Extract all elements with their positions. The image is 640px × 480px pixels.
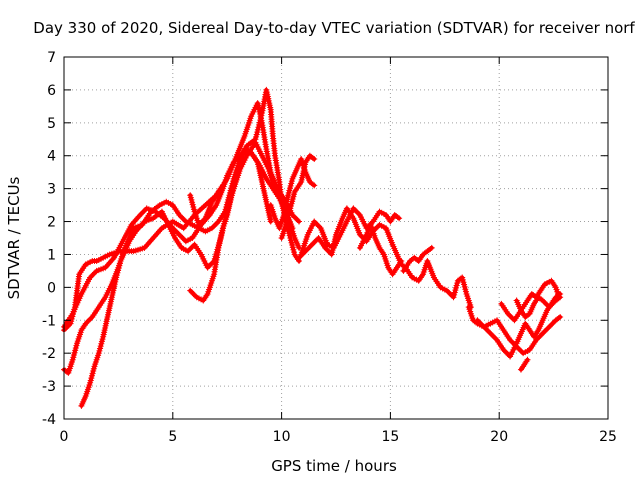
series-markers	[267, 156, 318, 232]
series-sat-g	[267, 156, 318, 232]
y-tick-label: -2	[42, 346, 56, 362]
series-sat-e	[187, 146, 274, 304]
series-sat-k	[356, 221, 405, 278]
plot-area	[61, 86, 564, 409]
series-markers	[513, 294, 564, 320]
series-sat-m	[402, 258, 474, 311]
x-tick-label: 5	[168, 429, 177, 445]
x-axis-label: GPS time / hours	[271, 457, 397, 475]
y-tick-label: 7	[47, 50, 56, 66]
series-markers	[517, 356, 531, 373]
plot-border	[63, 56, 609, 420]
y-axis-label: SDTVAR / TECUs	[5, 176, 23, 299]
y-tick-label: 6	[47, 83, 56, 99]
series-sat-f	[187, 182, 226, 228]
axis-ticks: 0 5 10 15 20 25 -4 -3 -2 -1 0 1 2 3 4 5 6 7	[42, 50, 617, 445]
x-tick-label: 15	[381, 429, 399, 445]
y-tick-label: -1	[42, 313, 56, 329]
series-markers	[356, 221, 405, 278]
series-sat-j	[298, 205, 403, 258]
y-tick-label: -3	[42, 379, 56, 395]
series-markers	[402, 258, 474, 311]
series-sat-h	[278, 152, 318, 241]
series-markers	[187, 146, 274, 304]
y-tick-label: 4	[47, 149, 56, 165]
y-tick-label: 2	[47, 215, 56, 231]
y-tick-label: 0	[47, 280, 56, 296]
series-sat-r	[517, 356, 531, 373]
series-sat-i	[296, 205, 409, 271]
series-sat-q	[513, 294, 564, 320]
y-tick-label: -4	[42, 412, 56, 428]
x-tick-label: 25	[599, 429, 617, 445]
x-tick-label: 20	[490, 429, 508, 445]
series-markers	[187, 182, 226, 228]
y-tick-label: 5	[47, 116, 56, 132]
series-markers	[296, 205, 409, 271]
y-tick-label: 1	[47, 247, 56, 263]
x-tick-label: 0	[60, 429, 69, 445]
series-markers	[298, 205, 403, 258]
series-markers	[278, 152, 318, 241]
x-tick-label: 10	[273, 429, 291, 445]
y-tick-label: 3	[47, 182, 56, 198]
series-markers	[465, 304, 564, 357]
series-sat-p	[498, 277, 561, 324]
chart-title: Day 330 of 2020, Sidereal Day-to-day VTE…	[33, 19, 635, 37]
